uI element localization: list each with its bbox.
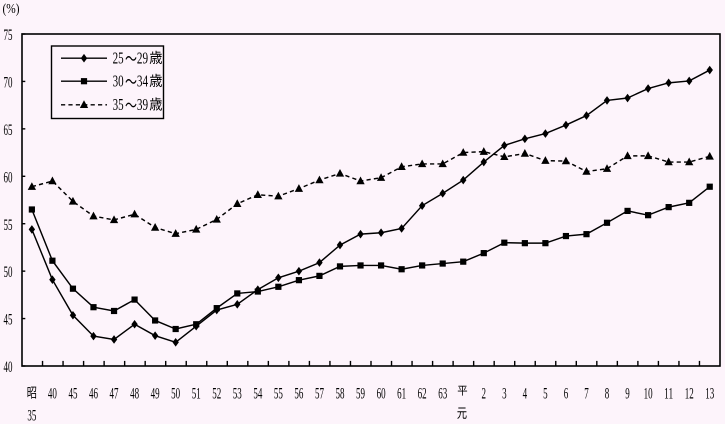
svg-text:2: 2 xyxy=(482,385,487,402)
svg-text:7: 7 xyxy=(584,385,589,402)
svg-text:58: 58 xyxy=(335,385,344,402)
svg-text:59: 59 xyxy=(356,385,365,402)
svg-text:25: 25 xyxy=(113,48,124,67)
svg-text:45: 45 xyxy=(68,385,77,402)
svg-text:56: 56 xyxy=(294,385,303,402)
svg-text:10: 10 xyxy=(644,385,653,402)
svg-text:51: 51 xyxy=(192,385,201,402)
svg-text:30: 30 xyxy=(113,71,124,90)
svg-text:55: 55 xyxy=(274,385,283,402)
svg-text:50: 50 xyxy=(4,264,13,281)
svg-text:34: 34 xyxy=(137,71,149,90)
svg-text:75: 75 xyxy=(4,27,13,44)
svg-text:57: 57 xyxy=(315,385,324,402)
svg-text:8: 8 xyxy=(605,385,610,402)
svg-text:40: 40 xyxy=(48,385,57,402)
svg-text:9: 9 xyxy=(625,385,630,402)
svg-text:48: 48 xyxy=(130,385,139,402)
svg-text:11: 11 xyxy=(664,385,673,402)
svg-text:65: 65 xyxy=(4,122,13,139)
svg-text:4: 4 xyxy=(523,385,528,402)
svg-text:35: 35 xyxy=(27,407,36,424)
svg-text:54: 54 xyxy=(253,385,262,402)
svg-text:61: 61 xyxy=(397,385,406,402)
svg-text:55: 55 xyxy=(4,217,13,234)
svg-text:5: 5 xyxy=(543,385,548,402)
svg-text:52: 52 xyxy=(212,385,221,402)
svg-text:(%): (%) xyxy=(3,2,20,17)
svg-text:12: 12 xyxy=(685,385,694,402)
svg-text:60: 60 xyxy=(377,385,386,402)
svg-text:60: 60 xyxy=(4,169,13,186)
svg-text:3: 3 xyxy=(502,385,507,402)
svg-text:49: 49 xyxy=(151,385,160,402)
svg-text:6: 6 xyxy=(564,385,569,402)
svg-text:62: 62 xyxy=(418,385,427,402)
svg-text:70: 70 xyxy=(4,75,13,92)
svg-text:39: 39 xyxy=(137,95,148,114)
svg-text:50: 50 xyxy=(171,385,180,402)
svg-text:13: 13 xyxy=(705,385,714,402)
svg-text:35: 35 xyxy=(113,95,124,114)
svg-text:29: 29 xyxy=(137,48,148,67)
svg-text:63: 63 xyxy=(438,385,447,402)
svg-text:46: 46 xyxy=(89,385,98,402)
svg-text:47: 47 xyxy=(110,385,119,402)
svg-text:40: 40 xyxy=(4,359,13,376)
svg-text:45: 45 xyxy=(4,312,13,329)
svg-text:53: 53 xyxy=(233,385,242,402)
